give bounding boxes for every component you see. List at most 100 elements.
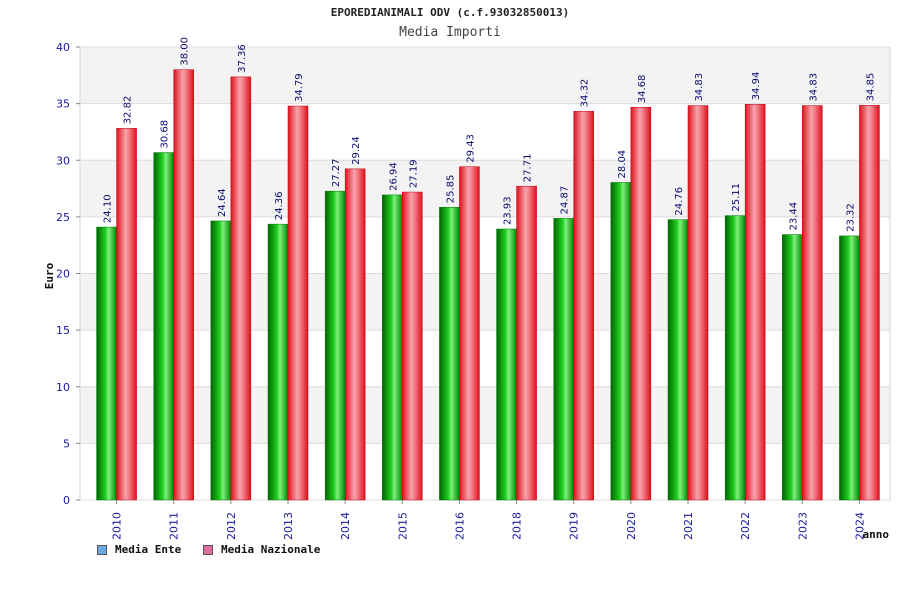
x-tick-label: 2010: [111, 512, 124, 540]
x-tick-label: 2019: [568, 512, 581, 540]
x-tick-label: 2012: [225, 512, 238, 540]
bars-group: [96, 69, 880, 501]
data-label: 34.94: [751, 72, 762, 101]
bar-nazionale: [802, 105, 823, 501]
data-label: 28.04: [617, 150, 628, 179]
y-tick-label: 35: [56, 98, 70, 111]
data-labels: 24.10 32.82 30.68 38.00 24.64 37.36 24.36 34.79…: [103, 37, 877, 232]
x-tick-label: 2013: [282, 512, 295, 540]
chart-title: EPOREDIANIMALI ODV (c.f.93032850013): [330, 6, 570, 19]
bar-ente: [267, 223, 289, 501]
data-label: 24.64: [217, 188, 228, 217]
y-tick-label: 15: [56, 324, 70, 337]
bar-nazionale: [459, 166, 480, 501]
bar-ente: [153, 152, 174, 501]
bar-ente: [210, 220, 232, 501]
bar-nazionale: [230, 76, 252, 501]
legend-item-nazionale: Media Nazionale: [203, 543, 320, 556]
y-axis: 0 5 10 15 20 25 30 35 40: [56, 41, 80, 507]
plot-band: [80, 47, 890, 104]
bar-ente: [439, 206, 460, 501]
plot-band: [80, 160, 890, 217]
data-label: 34.83: [808, 73, 819, 102]
data-label: 34.68: [637, 75, 648, 104]
data-label: 23.32: [845, 203, 856, 232]
plot-band: [80, 216, 890, 274]
bar-ente: [782, 234, 803, 501]
y-tick-label: 40: [56, 41, 70, 54]
data-label: 34.83: [694, 73, 705, 102]
data-label: 37.36: [237, 44, 248, 73]
chart-subtitle: Media Importi: [399, 25, 501, 40]
data-label: 25.11: [731, 183, 742, 212]
legend-item-ente: Media Ente: [97, 543, 181, 556]
bar-nazionale: [516, 185, 537, 501]
bar-nazionale: [173, 69, 194, 501]
bar-ente: [724, 215, 746, 501]
x-axis: 2010 2011 2012 2013 2014 2015 2016 2018 2019 2020…: [111, 500, 866, 540]
legend-swatch-nazionale: [203, 544, 213, 555]
data-label: 27.71: [523, 154, 534, 183]
bar-nazionale: [573, 111, 594, 501]
data-label: 34.79: [294, 73, 305, 102]
bar-nazionale: [344, 168, 366, 501]
bar-ente: [496, 228, 517, 501]
x-tick-label: 2024: [853, 512, 866, 540]
bar-nazionale: [687, 105, 709, 501]
legend-label-nazionale: Media Nazionale: [221, 543, 321, 556]
x-tick-label: 2020: [625, 512, 638, 540]
x-tick-label: 2015: [396, 512, 409, 540]
bar-nazionale: [287, 105, 309, 501]
x-tick-label: 2011: [168, 512, 181, 540]
bar-ente: [839, 235, 860, 501]
y-axis-label: Euro: [43, 262, 56, 289]
data-label: 32.82: [123, 96, 134, 125]
x-tick-label: 2022: [739, 512, 752, 540]
data-label: 24.87: [560, 186, 571, 215]
data-label: 29.24: [351, 136, 362, 165]
data-label: 23.44: [788, 202, 799, 231]
bar-ente: [553, 218, 574, 501]
data-label: 27.27: [331, 159, 342, 188]
plot-band: [80, 330, 890, 387]
bar-ente: [382, 194, 403, 501]
data-label: 24.10: [103, 194, 114, 223]
x-axis-label: anno: [863, 528, 890, 541]
plot-band: [80, 103, 890, 161]
bar-nazionale: [116, 128, 137, 501]
plot-band: [80, 386, 890, 444]
x-tick-label: 2014: [339, 512, 352, 540]
data-label: 26.94: [388, 162, 399, 191]
x-tick-label: 2018: [511, 512, 524, 540]
y-tick-label: 0: [63, 494, 70, 507]
data-label: 38.00: [180, 37, 191, 66]
bar-ente: [96, 226, 117, 501]
x-tick-label: 2021: [682, 512, 695, 540]
y-tick-label: 30: [56, 154, 70, 167]
bar-nazionale: [630, 106, 652, 501]
bar-nazionale: [744, 104, 766, 501]
legend-label-ente: Media Ente: [115, 543, 182, 556]
y-tick-label: 5: [63, 437, 70, 450]
y-tick-label: 10: [56, 381, 70, 394]
x-tick-label: 2023: [796, 512, 809, 540]
bar-nazionale: [859, 105, 880, 501]
bar-nazionale: [402, 191, 423, 501]
y-tick-label: 20: [56, 268, 70, 281]
plot-band: [80, 273, 890, 331]
data-label: 27.19: [408, 159, 419, 188]
data-label: 24.76: [674, 187, 685, 216]
y-tick-label: 25: [56, 211, 70, 224]
data-label: 34.85: [865, 73, 876, 102]
data-label: 30.68: [160, 120, 171, 149]
data-label: 29.43: [465, 134, 476, 163]
data-label: 24.36: [274, 191, 285, 220]
plot-band: [80, 443, 890, 500]
legend-swatch-ente: [97, 544, 107, 555]
bar-ente: [610, 182, 632, 501]
bar-ente: [667, 219, 689, 501]
data-label: 34.32: [580, 79, 591, 108]
x-tick-label: 2016: [453, 512, 466, 540]
bar-ente: [324, 190, 346, 501]
